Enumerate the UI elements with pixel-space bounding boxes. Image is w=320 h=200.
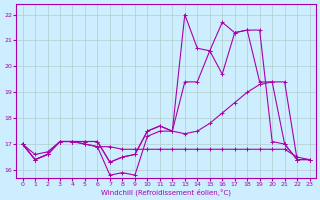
X-axis label: Windchill (Refroidissement éolien,°C): Windchill (Refroidissement éolien,°C) xyxy=(101,188,231,196)
